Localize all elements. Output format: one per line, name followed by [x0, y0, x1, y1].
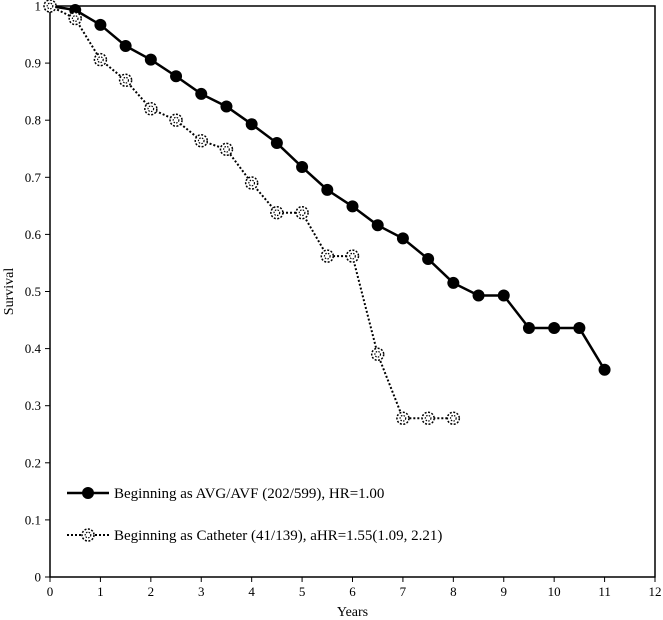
- data-point: [68, 11, 82, 26]
- data-point: [119, 39, 132, 52]
- x-tick-label: 0: [47, 584, 54, 599]
- data-point: [321, 183, 334, 196]
- data-point: [270, 137, 283, 150]
- data-point: [371, 219, 384, 232]
- data-point: [447, 276, 460, 289]
- data-point: [244, 176, 259, 190]
- data-point: [573, 322, 586, 335]
- data-point: [94, 18, 107, 31]
- x-tick-label: 5: [299, 584, 306, 599]
- data-point: [296, 161, 309, 174]
- data-point: [598, 363, 611, 376]
- y-tick-label: 0.7: [25, 170, 42, 185]
- data-point: [118, 73, 133, 87]
- data-point: [195, 87, 208, 100]
- data-point: [144, 53, 157, 66]
- data-point: [320, 249, 335, 263]
- data-point: [220, 100, 233, 113]
- data-point: [422, 252, 435, 265]
- y-tick-label: 1: [35, 0, 42, 14]
- data-point: [522, 322, 535, 335]
- x-tick-label: 3: [198, 584, 205, 599]
- legend-entry-avg-avf: Beginning as AVG/AVF (202/599), HR=1.00: [114, 486, 384, 502]
- x-tick-label: 7: [400, 584, 407, 599]
- data-point: [170, 70, 183, 83]
- data-point: [370, 347, 385, 362]
- data-point: [245, 118, 258, 131]
- data-point: [169, 113, 183, 127]
- y-tick-label: 0.4: [25, 341, 42, 356]
- data-point: [548, 322, 561, 335]
- x-tick-label: 1: [97, 584, 104, 599]
- data-point: [396, 232, 409, 245]
- axis-ticks: 0 1 2 3 4 5 6 7 8 9 10 11 1200.10.20.30.40.50.60.70.…: [25, 0, 662, 599]
- data-point: [472, 289, 485, 302]
- data-point: [295, 205, 309, 220]
- legend-marker-catheter: [81, 528, 95, 542]
- x-tick-label: 12: [649, 584, 662, 599]
- data-point: [43, 0, 57, 13]
- data-point: [144, 102, 158, 116]
- x-tick-label: 10: [548, 584, 561, 599]
- x-tick-label: 2: [148, 584, 155, 599]
- y-tick-label: 0.9: [25, 56, 41, 71]
- legend-entry-catheter: Beginning as Catheter (41/139), aHR=1.55…: [114, 528, 442, 544]
- data-point: [446, 411, 461, 426]
- y-tick-label: 0.6: [25, 227, 42, 242]
- y-tick-label: 0.2: [25, 455, 41, 470]
- y-tick-label: 0.3: [25, 398, 41, 413]
- y-axis-title: Survival: [2, 268, 17, 316]
- y-tick-label: 0: [35, 570, 42, 585]
- data-point: [194, 134, 208, 148]
- x-tick-label: 9: [501, 584, 508, 599]
- data-point: [497, 289, 510, 302]
- legend-marker-avg-avf: [82, 487, 94, 499]
- data-point: [345, 249, 360, 263]
- x-tick-label: 11: [598, 584, 611, 599]
- x-tick-label: 6: [349, 584, 356, 599]
- x-axis-title: Years: [337, 605, 368, 620]
- y-tick-label: 0.1: [25, 512, 41, 527]
- data-point: [396, 411, 410, 426]
- y-tick-label: 0.5: [25, 284, 41, 299]
- series-line-1: [49, 5, 454, 420]
- x-tick-label: 4: [248, 584, 255, 599]
- series-layer: [43, 0, 611, 426]
- data-point: [93, 52, 108, 67]
- legend: Beginning as AVG/AVF (202/599), HR=1.00 …: [67, 486, 442, 544]
- x-tick-label: 8: [450, 584, 457, 599]
- data-point: [270, 205, 284, 220]
- data-point: [421, 411, 435, 426]
- y-tick-label: 0.8: [25, 113, 41, 128]
- data-point: [219, 142, 234, 157]
- data-point: [346, 200, 359, 213]
